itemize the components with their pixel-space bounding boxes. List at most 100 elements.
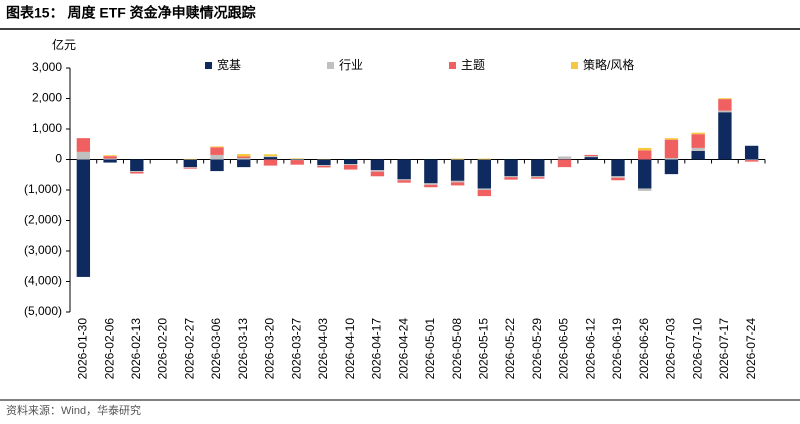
bar-segment [611, 159, 625, 177]
chart-title: 图表15： 周度 ETF 资金净申赎情况跟踪 [6, 5, 256, 21]
bar-segment [370, 159, 385, 171]
bar-segment [584, 156, 598, 158]
bar-segment [424, 159, 438, 184]
x-tick-label: 2026-02-27 [182, 318, 196, 380]
legend-label: 宽基 [217, 57, 241, 72]
x-tick-label: 2026-07-17 [717, 318, 731, 380]
bar-segment [691, 147, 705, 151]
bar-segment [424, 183, 438, 185]
bar-segment [744, 160, 759, 162]
bar-segment [370, 170, 385, 172]
bar-segment [584, 154, 598, 157]
legend-swatch [205, 62, 212, 69]
x-tick-label: 2026-02-06 [102, 318, 116, 380]
bar-segment [477, 158, 492, 160]
bar-segment [103, 158, 117, 160]
y-tick-label: 2,000 [32, 91, 62, 105]
bar-segment [718, 98, 732, 100]
x-tick-label: 2026-05-22 [503, 318, 517, 380]
bar-segment [263, 159, 278, 166]
bar-segment [638, 150, 652, 160]
bar-segment [237, 154, 251, 157]
bar-segment [477, 159, 492, 189]
bar-segment [343, 159, 358, 165]
bar-segment [611, 176, 625, 178]
bar-segment [557, 159, 572, 168]
bar-segment [504, 177, 518, 180]
bar-segment [450, 182, 465, 186]
x-tick-label: 2026-05-01 [423, 318, 437, 380]
bar-segment [210, 159, 224, 172]
bar-segment [450, 159, 465, 181]
bar-segment [343, 164, 358, 165]
x-tick-label: 2026-03-13 [236, 318, 250, 380]
bar-segment [504, 176, 518, 178]
bar-segment [531, 159, 545, 177]
x-tick-label: 2026-04-03 [316, 318, 330, 380]
x-tick-label: 2026-02-13 [129, 318, 143, 380]
x-tick-label: 2026-07-10 [690, 318, 704, 380]
bar-segment [531, 177, 545, 179]
y-tick-label: (4,000) [24, 274, 62, 288]
bar-segment [477, 190, 492, 197]
legend-label: 行业 [339, 58, 363, 72]
x-tick-label: 2026-03-20 [263, 318, 277, 380]
bar-segment [183, 159, 197, 168]
bar-segment [450, 158, 465, 160]
bar-segment [263, 156, 278, 158]
x-tick-label: 2026-07-24 [744, 318, 758, 380]
bar-segment [638, 147, 652, 151]
bar-segment [210, 147, 224, 155]
bar-segment [718, 112, 732, 160]
bar-segment [664, 138, 679, 140]
bar-segment [290, 159, 304, 161]
bar-segment [263, 154, 278, 157]
legend-label: 策略/风格 [583, 57, 634, 72]
bar-segment [263, 157, 278, 160]
legend-swatch [571, 62, 578, 69]
bar-segment [638, 188, 652, 191]
legend-label: 主题 [461, 58, 485, 72]
bar-segment [183, 167, 197, 169]
bar-segment [397, 179, 411, 181]
x-tick-label: 2026-05-15 [476, 318, 490, 380]
x-tick-label: 2026-06-26 [637, 318, 651, 380]
bar-segment [103, 159, 117, 163]
bar-segment [183, 158, 197, 160]
bar-segment [450, 180, 465, 183]
bar-segment [424, 184, 438, 188]
bar-segment [397, 159, 411, 180]
bar-segment [103, 155, 117, 157]
bar-segment [718, 110, 732, 113]
bar-segment [664, 139, 679, 158]
y-tick-label: (1,000) [24, 182, 62, 196]
y-tick-label: (3,000) [24, 243, 62, 257]
bar-segment [664, 157, 679, 160]
bar-segment [183, 167, 197, 168]
bar-segment [290, 158, 304, 159]
bar-segment [237, 157, 251, 160]
x-tick-label: 2026-05-08 [450, 318, 464, 380]
x-tick-label: 2026-03-27 [289, 318, 303, 380]
y-axis-label: 亿元 [52, 37, 76, 52]
bar-segment [343, 164, 358, 170]
x-tick-label: 2026-04-10 [343, 318, 357, 380]
bar-segment [290, 160, 304, 165]
bar-segment [290, 158, 304, 160]
bar-segment [76, 151, 91, 160]
bar-segment [638, 159, 652, 189]
bar-segment [237, 159, 251, 168]
x-tick-label: 2026-05-29 [530, 318, 544, 380]
bar-segment [504, 159, 518, 177]
bar-segment [317, 165, 331, 168]
y-tick-label: (5,000) [24, 304, 62, 318]
source: 资料来源：Wind，华泰研究 [6, 403, 141, 417]
bar-segment [210, 146, 224, 148]
bar-segment [317, 159, 331, 165]
x-tick-label: 2026-04-17 [370, 318, 384, 380]
bar-segment [130, 159, 144, 172]
y-tick-label: 1,000 [32, 121, 62, 135]
bar-segment [237, 156, 251, 158]
bar-segment [130, 172, 144, 174]
